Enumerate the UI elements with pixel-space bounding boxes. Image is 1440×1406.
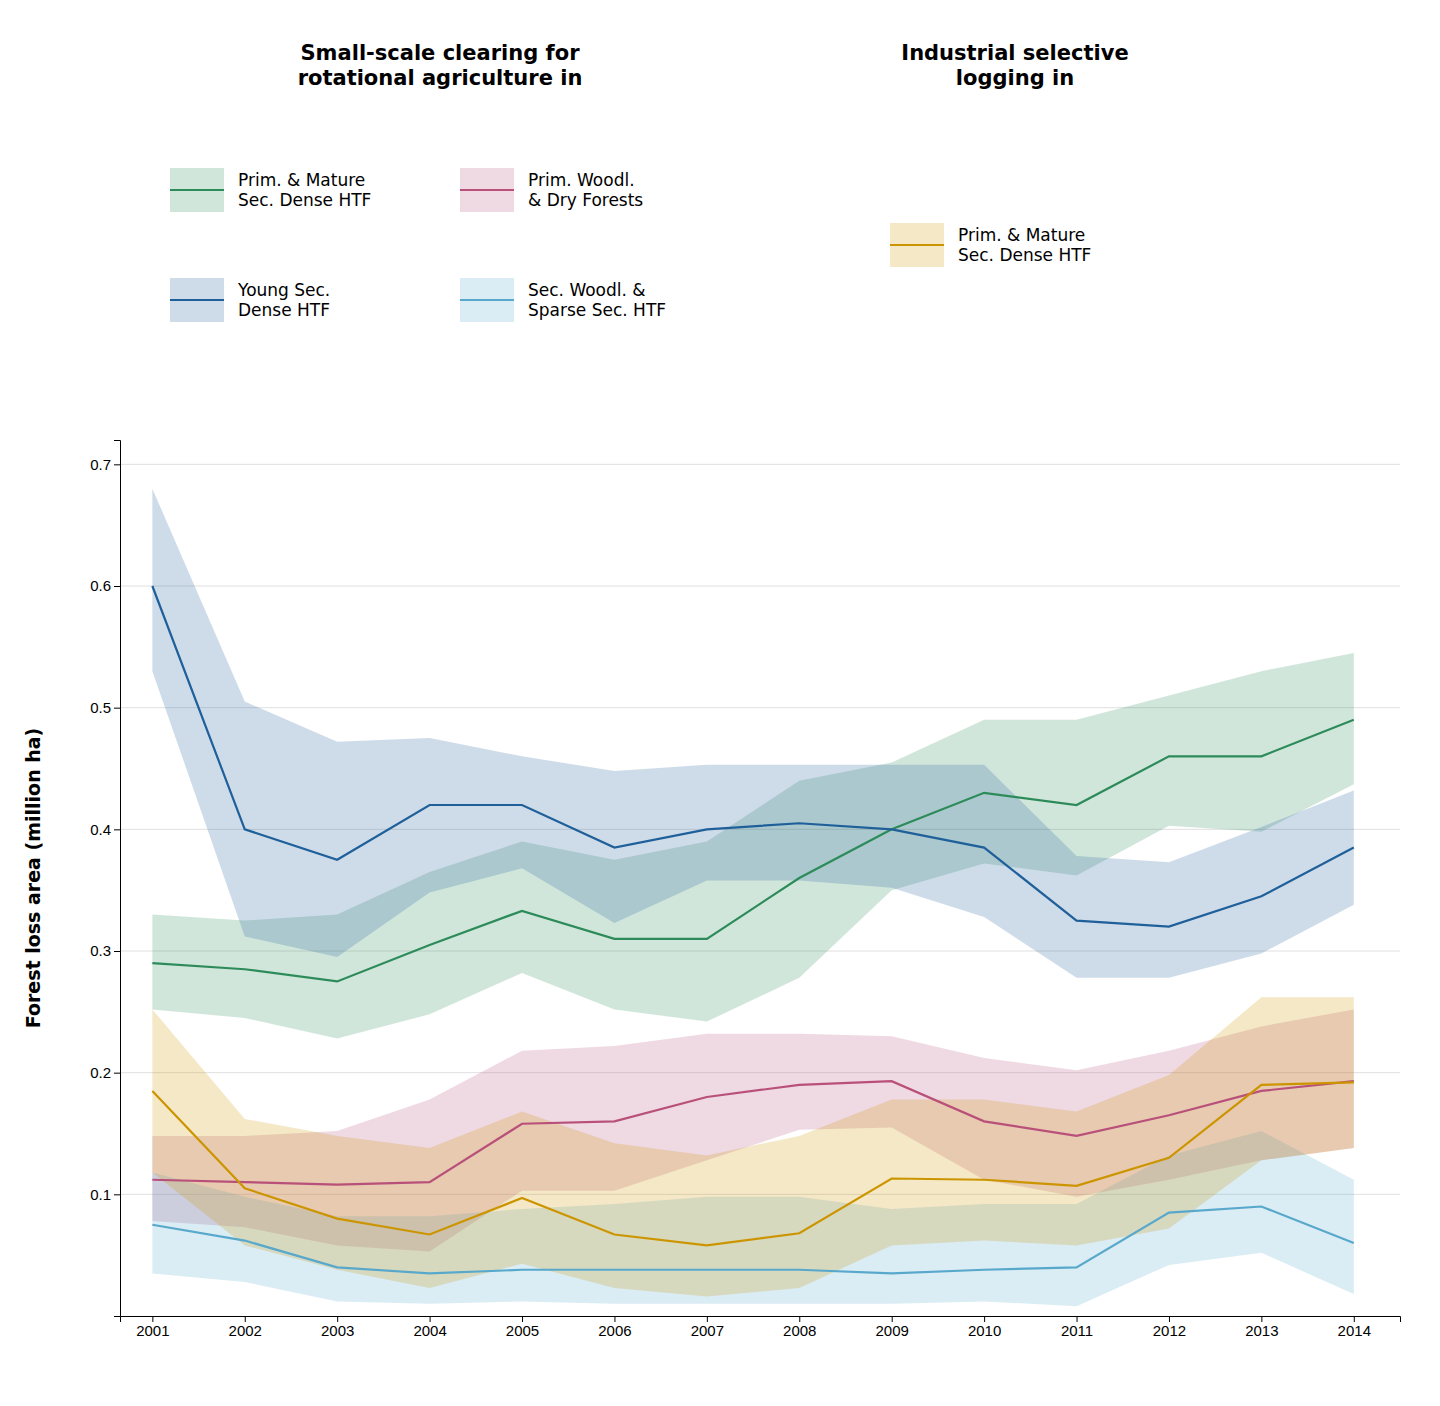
y-axis: 0.1 0.2 0.3 0.4 0.5 0.6 0.7 — [90, 441, 120, 1317]
legend-swatch — [170, 278, 224, 322]
x-tick-label: 2014 — [1338, 1322, 1371, 1339]
y-tick-label: 0.6 — [90, 577, 111, 594]
band — [152, 489, 1353, 978]
legend-line — [460, 299, 514, 301]
y-tick: 0.3 — [90, 942, 120, 959]
x-tick: 2014 — [1338, 1316, 1371, 1339]
plot-area — [152, 489, 1353, 1307]
grid-line — [120, 464, 1400, 465]
legend-title: Small-scale clearing forrotational agric… — [298, 41, 583, 90]
legend-item: Prim. & MatureSec. Dense HTF — [890, 223, 1091, 267]
x-axis: 2001 2002 2003 2004 2005 2006 2007 2008 2009 2010… — [121, 1316, 1401, 1339]
x-tick: 2003 — [321, 1316, 354, 1339]
x-tick-label: 2001 — [136, 1322, 169, 1339]
band — [152, 997, 1353, 1296]
x-tick: 2007 — [691, 1316, 724, 1339]
y-tick: 0.4 — [90, 821, 120, 838]
legend-swatch — [460, 168, 514, 212]
x-tick-label: 2004 — [413, 1322, 446, 1339]
y-tick-mark — [114, 708, 120, 709]
y-tick-mark — [114, 464, 120, 465]
y-tick: 0.5 — [90, 699, 120, 716]
chart: 2001 2002 2003 2004 2005 2006 2007 2008 2009 2010… — [0, 0, 1440, 1406]
x-tick-label: 2005 — [506, 1322, 539, 1339]
x-tick-label: 2011 — [1061, 1322, 1093, 1339]
legend-line — [890, 244, 944, 246]
y-tick-label: 0.5 — [90, 699, 111, 716]
x-tick: 2009 — [876, 1316, 909, 1339]
y-tick-label: 0.2 — [90, 1064, 111, 1081]
y-axis-line — [114, 441, 121, 1317]
legend-item: Prim. Woodl.& Dry Forests — [460, 168, 643, 212]
x-tick-label: 2013 — [1245, 1322, 1278, 1339]
line — [152, 720, 1353, 982]
legend-label: Prim. Woodl.& Dry Forests — [528, 170, 643, 210]
y-tick: 0.1 — [90, 1186, 120, 1203]
legend-swatch — [890, 223, 944, 267]
legend-swatch — [170, 168, 224, 212]
x-tick: 2011 — [1061, 1316, 1093, 1339]
legend-item: Sec. Woodl. &Sparse Sec. HTF — [460, 278, 666, 322]
x-tick-label: 2002 — [229, 1322, 262, 1339]
legend-line — [170, 189, 224, 191]
x-tick: 2002 — [229, 1316, 262, 1339]
y-tick-mark — [114, 1073, 120, 1074]
x-tick-label: 2009 — [876, 1322, 909, 1339]
x-tick: 2008 — [783, 1316, 816, 1339]
legend-title: Industrial selectivelogging in — [901, 41, 1128, 90]
x-tick-label: 2012 — [1153, 1322, 1186, 1339]
y-tick: 0.6 — [90, 577, 120, 594]
x-tick: 2001 — [136, 1316, 169, 1339]
legend-label: Sec. Woodl. &Sparse Sec. HTF — [528, 280, 666, 320]
legend-swatch — [460, 278, 514, 322]
x-tick-label: 2003 — [321, 1322, 354, 1339]
x-tick-label: 2010 — [968, 1322, 1001, 1339]
legend-item: Prim. & MatureSec. Dense HTF — [170, 168, 371, 212]
y-tick-label: 0.3 — [90, 942, 111, 959]
y-tick-mark — [114, 829, 120, 830]
y-tick: 0.2 — [90, 1064, 120, 1081]
legend-line — [170, 299, 224, 301]
legend: Small-scale clearing forrotational agric… — [170, 41, 1129, 322]
x-tick-label: 2008 — [783, 1322, 816, 1339]
y-tick-label: 0.1 — [90, 1186, 111, 1203]
x-tick: 2010 — [968, 1316, 1001, 1339]
legend-label: Prim. & MatureSec. Dense HTF — [958, 225, 1091, 265]
y-tick-mark — [114, 951, 120, 952]
y-tick-mark — [114, 1194, 120, 1195]
x-axis-line — [121, 1317, 1401, 1323]
x-tick-label: 2006 — [598, 1322, 631, 1339]
y-axis-title: Forest loss area (million ha) — [22, 728, 44, 1029]
legend-item: Young Sec.Dense HTF — [170, 278, 330, 322]
grid-line — [120, 586, 1400, 587]
x-tick: 2013 — [1245, 1316, 1278, 1339]
line — [152, 1081, 1353, 1184]
x-tick: 2004 — [413, 1316, 446, 1339]
legend-label: Young Sec.Dense HTF — [237, 280, 330, 320]
y-tick-label: 0.7 — [90, 456, 111, 473]
y-tick: 0.7 — [90, 456, 120, 473]
x-tick: 2012 — [1153, 1316, 1186, 1339]
y-tick-mark — [114, 586, 120, 587]
legend-line — [460, 189, 514, 191]
x-tick-label: 2007 — [691, 1322, 724, 1339]
line — [152, 586, 1353, 927]
x-tick: 2006 — [598, 1316, 631, 1339]
line — [152, 1082, 1353, 1245]
x-tick: 2005 — [506, 1316, 539, 1339]
legend-label: Prim. & MatureSec. Dense HTF — [238, 170, 371, 210]
y-tick-label: 0.4 — [90, 821, 111, 838]
